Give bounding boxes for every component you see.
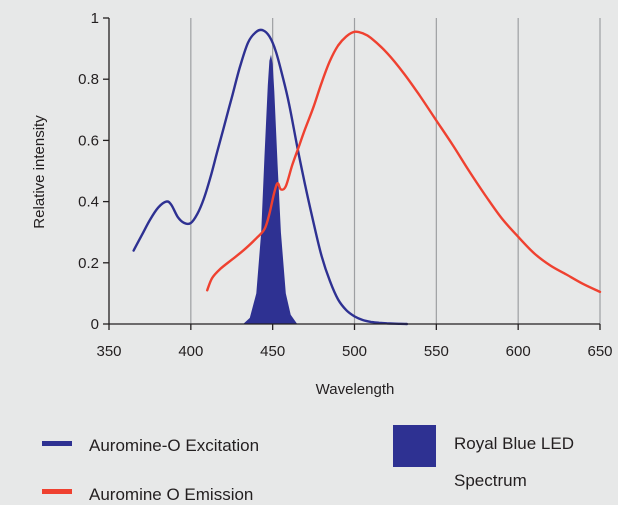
- x-tick-label-450: 450: [260, 343, 285, 360]
- legend-label-excitation: Auromine-O Excitation: [89, 436, 259, 455]
- x-axis-title: Wavelength: [316, 381, 395, 398]
- legend-item-led: Royal Blue LED Spectrum: [393, 425, 574, 490]
- y-tick-label-0.4: 0.4: [78, 194, 99, 211]
- legend-label-led-line1: Royal Blue LED: [454, 434, 574, 453]
- x-tick-label-550: 550: [424, 343, 449, 360]
- y-tick-label-1: 1: [91, 10, 99, 27]
- x-tick-label-350: 350: [96, 343, 121, 360]
- x-tick-label-400: 400: [178, 343, 203, 360]
- legend-item-emission: Auromine O Emission: [42, 485, 253, 504]
- legend-swatch-emission: [42, 489, 72, 494]
- y-tick-label-0.6: 0.6: [78, 132, 99, 149]
- x-tick-label-600: 600: [506, 343, 531, 360]
- y-axis-title: Relative intensity: [31, 115, 48, 229]
- series-line-emission: [206, 30, 602, 294]
- legend: Auromine-O Excitation Auromine O Emissio…: [42, 425, 574, 504]
- x-tick-label-500: 500: [342, 343, 367, 360]
- legend-swatch-excitation: [42, 441, 72, 446]
- series-area-led-spectrum: [243, 54, 298, 324]
- legend-label-led-line2: Spectrum: [454, 471, 527, 490]
- axis-layer: 0 0.2 0.4 0.6 0.8 1 350 400 450 500 550 600 650: [78, 10, 612, 360]
- y-tick-label-0: 0: [91, 316, 99, 333]
- area-layer: [243, 54, 298, 324]
- legend-item-excitation: Auromine-O Excitation: [42, 436, 259, 455]
- line-layer: [132, 28, 602, 326]
- series-line-excitation: [132, 28, 409, 326]
- y-tick-label-0.8: 0.8: [78, 71, 99, 88]
- y-tick-label-0.2: 0.2: [78, 255, 99, 272]
- legend-swatch-led: [393, 425, 436, 467]
- x-tick-label-650: 650: [587, 343, 612, 360]
- legend-label-emission: Auromine O Emission: [89, 485, 253, 504]
